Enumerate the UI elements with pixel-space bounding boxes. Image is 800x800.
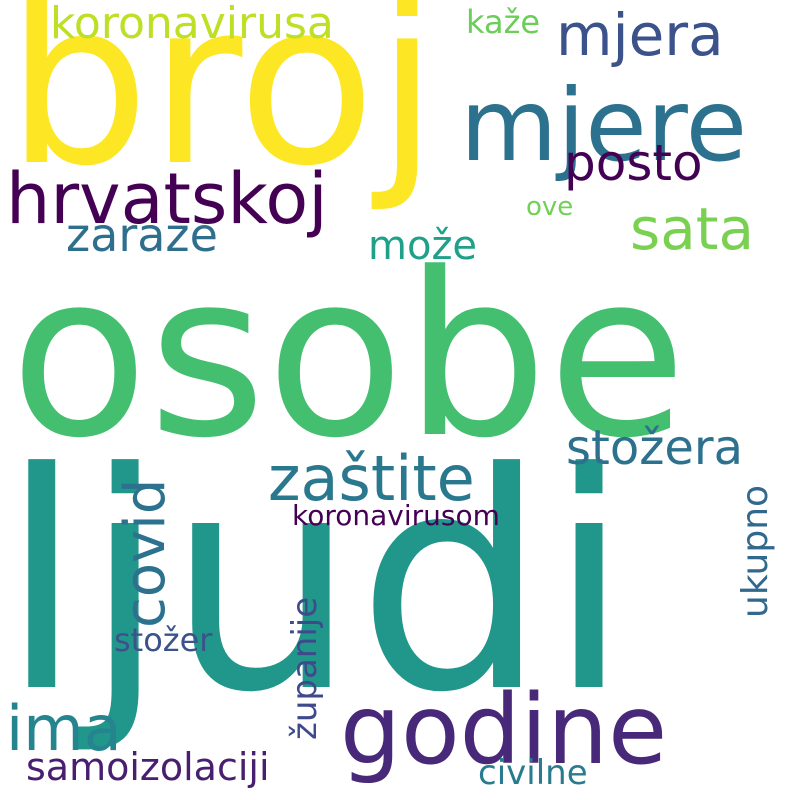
word-broj: broj [6, 0, 439, 216]
word-posto: posto [564, 134, 703, 192]
word-osobe: osobe [10, 225, 687, 488]
word-koronavirusa: koronavirusa [50, 0, 334, 49]
word-zastite: zaštite [268, 442, 475, 515]
word-mjera: mjera [556, 1, 724, 69]
word-hrvatskoj: hrvatskoj [6, 158, 328, 240]
word-moze: može [368, 223, 478, 269]
word-stozera: stožera [566, 420, 744, 476]
word-ove: ove [526, 192, 574, 222]
word-ima: ima [6, 692, 122, 765]
word-zupanije: županije [285, 596, 325, 740]
word-covid: covid [113, 478, 178, 628]
word-ukupno: ukupno [735, 484, 776, 618]
word-kaze: kaže [466, 3, 541, 41]
word-koronavirusom: koronavirusom [292, 499, 500, 532]
word-sata: sata [630, 195, 755, 263]
word-zaraze: zaraze [66, 208, 218, 262]
word-mjere: mjere [460, 67, 748, 184]
word-godine: godine [340, 674, 668, 786]
word-stozer: stožer [114, 621, 213, 659]
word-ljudi: ljudi [0, 409, 631, 758]
word-civilne: civilne [478, 753, 588, 793]
word-samoizolaciji: samoizolaciji [26, 745, 270, 789]
